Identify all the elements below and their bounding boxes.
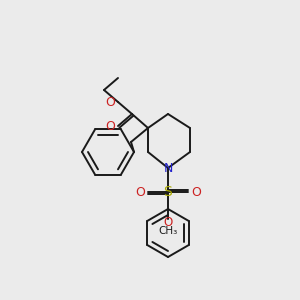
Text: CH₃: CH₃ xyxy=(158,226,178,236)
Text: O: O xyxy=(105,95,115,109)
Text: O: O xyxy=(105,119,115,133)
Text: O: O xyxy=(164,215,172,229)
Text: N: N xyxy=(163,161,173,175)
Text: O: O xyxy=(135,185,145,199)
Text: S: S xyxy=(164,185,172,199)
Text: O: O xyxy=(191,185,201,199)
